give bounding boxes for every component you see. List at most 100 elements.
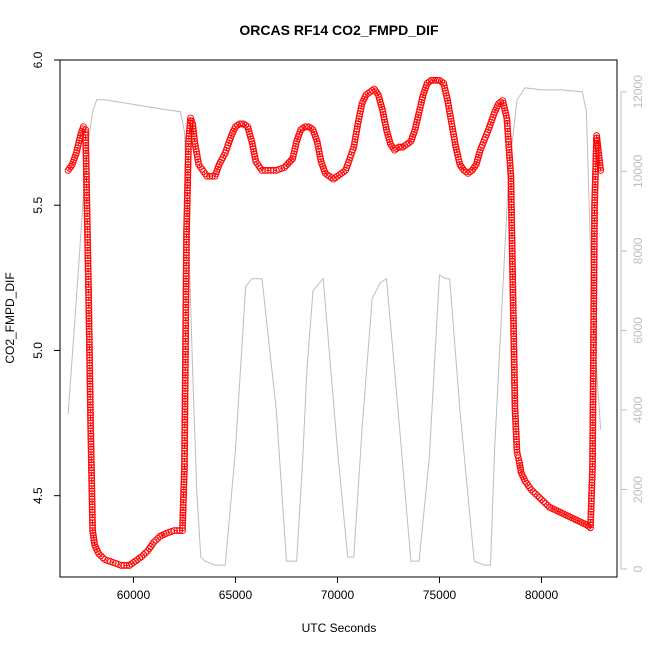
co2-point (325, 172, 333, 180)
co2-point (455, 158, 463, 166)
co2-point (508, 255, 516, 263)
co2-point (182, 337, 190, 345)
co2-point (90, 534, 98, 542)
x-tick-label: 70000 (321, 588, 355, 602)
co2-point (181, 447, 189, 455)
co2-point (590, 307, 598, 315)
co2-point (82, 134, 90, 142)
co2-point (590, 245, 598, 253)
co2-point (83, 225, 91, 233)
co2-point (87, 422, 95, 430)
co2-point (509, 283, 517, 291)
co2-point (591, 175, 599, 183)
co2-point (183, 189, 191, 197)
co2-point (510, 368, 518, 376)
co2-point (590, 315, 598, 323)
co2-point (85, 335, 93, 343)
co2-point (85, 320, 93, 328)
co2-point (182, 259, 190, 267)
co2-point (508, 250, 516, 258)
co2-point (445, 102, 453, 110)
co2-point (189, 120, 197, 128)
co2-point (182, 316, 190, 324)
co2-point (510, 322, 517, 330)
co2-point (589, 349, 597, 357)
co2-point (183, 192, 191, 199)
co2-point (183, 199, 191, 207)
co2-point (83, 212, 91, 220)
co2-point (180, 468, 188, 476)
co2-point (86, 375, 94, 383)
co2-point (83, 204, 91, 212)
co2-point (510, 332, 518, 340)
co2-point (353, 125, 361, 133)
co2-point (510, 350, 518, 358)
co2-point (287, 157, 295, 164)
co2-point (87, 437, 95, 445)
co2-point (589, 416, 597, 424)
co2-point (593, 134, 601, 142)
co2-point (189, 122, 197, 130)
co2-point (590, 287, 598, 295)
co2-point (590, 318, 598, 326)
co2-point (88, 511, 96, 519)
co2-point (589, 463, 596, 471)
co2-point (446, 110, 454, 118)
co2-point (89, 531, 97, 539)
co2-point (588, 468, 596, 476)
co2-point (595, 149, 603, 157)
co2-point (88, 479, 96, 487)
co2-point (84, 254, 92, 262)
co2-point (331, 174, 339, 182)
co2-point (590, 320, 598, 328)
co2-point (88, 466, 95, 474)
co2-point (511, 389, 519, 397)
co2-point (510, 340, 518, 348)
co2-point (510, 343, 518, 351)
co2-point (182, 322, 190, 330)
co2-point (181, 363, 189, 371)
co2-point (85, 286, 92, 294)
co2-point (82, 170, 90, 178)
co2-point (356, 107, 364, 115)
co2-point (589, 398, 597, 406)
co2-point (82, 131, 90, 139)
co2-point (590, 230, 598, 238)
co2-point (596, 156, 603, 164)
co2-point (590, 261, 598, 269)
co2-point (589, 447, 597, 455)
co2-point (443, 92, 450, 100)
co2-point (589, 424, 597, 432)
co2-point (587, 516, 595, 524)
co2-point (591, 204, 598, 212)
co2-point (82, 157, 90, 165)
co2-point (413, 116, 421, 124)
co2-point (182, 254, 190, 262)
co2-point (83, 194, 91, 202)
co2-point (250, 148, 258, 155)
co2-point (352, 130, 360, 138)
co2-point (531, 490, 539, 498)
co2-point (590, 279, 598, 287)
co2-point (181, 397, 189, 405)
co2-point (505, 151, 513, 159)
co2-point (508, 208, 515, 216)
co2-point (505, 138, 512, 146)
co2-point (86, 369, 94, 377)
co2-point (179, 496, 187, 504)
co2-point (74, 144, 81, 152)
co2-point (180, 486, 188, 494)
x-tick-label: 75000 (423, 588, 457, 602)
co2-point (510, 371, 518, 379)
co2-point (444, 97, 452, 105)
co2-point (509, 312, 517, 320)
co2-point (590, 305, 598, 313)
co2-point (510, 366, 518, 374)
co2-point (181, 371, 189, 379)
co2-point (86, 377, 94, 385)
co2-point (185, 140, 192, 148)
co2-point (589, 372, 597, 380)
co2-point (589, 367, 597, 375)
co2-point (182, 324, 190, 332)
